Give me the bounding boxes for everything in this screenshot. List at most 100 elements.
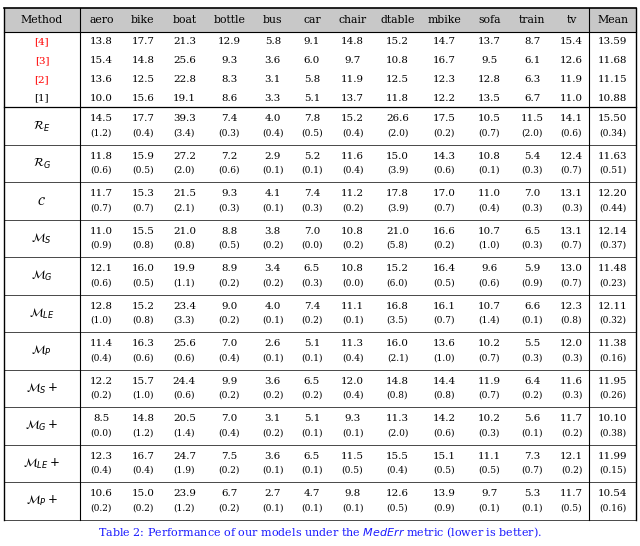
Text: 11.6: 11.6	[560, 377, 583, 385]
Text: 12.11: 12.11	[598, 302, 627, 311]
Text: 11.7: 11.7	[90, 189, 113, 198]
Text: tv: tv	[566, 15, 577, 25]
Text: 11.8: 11.8	[90, 152, 113, 161]
Text: 9.1: 9.1	[304, 37, 320, 46]
Text: $\mathcal{M}_P+$: $\mathcal{M}_P+$	[26, 494, 58, 508]
Text: train: train	[519, 15, 545, 25]
Text: (0.23): (0.23)	[599, 278, 626, 287]
Text: 11.95: 11.95	[598, 377, 627, 385]
Text: $\mathcal{M}_{LE}+$: $\mathcal{M}_{LE}+$	[24, 456, 60, 471]
Text: (0.9): (0.9)	[90, 241, 112, 250]
Text: (0.6): (0.6)	[90, 166, 112, 175]
Text: $\mathcal{M}_S$: $\mathcal{M}_S$	[31, 232, 52, 246]
Text: 13.8: 13.8	[90, 37, 113, 46]
Text: (2.0): (2.0)	[387, 128, 408, 138]
Text: 10.8: 10.8	[341, 264, 364, 273]
Text: $\mathcal{M}_G$: $\mathcal{M}_G$	[31, 269, 52, 283]
Text: (1.0): (1.0)	[90, 316, 112, 325]
Text: (0.2): (0.2)	[561, 429, 582, 437]
Text: 6.7: 6.7	[524, 93, 541, 103]
Text: $\mathcal{M}_P$: $\mathcal{M}_P$	[31, 344, 52, 358]
Text: 15.50: 15.50	[598, 114, 627, 123]
Text: 13.5: 13.5	[478, 93, 501, 103]
Text: (0.16): (0.16)	[599, 503, 626, 513]
Text: 8.6: 8.6	[221, 93, 237, 103]
Text: (0.2): (0.2)	[434, 128, 455, 138]
Text: (0.0): (0.0)	[90, 429, 112, 437]
Text: 10.2: 10.2	[478, 414, 501, 423]
Text: (0.1): (0.1)	[479, 503, 500, 513]
Text: 10.8: 10.8	[341, 227, 364, 236]
Text: (2.1): (2.1)	[387, 353, 408, 363]
Text: 5.5: 5.5	[524, 339, 541, 348]
Text: 11.15: 11.15	[598, 75, 627, 84]
Text: 14.4: 14.4	[433, 377, 456, 385]
Text: 9.7: 9.7	[481, 489, 497, 498]
Text: 3.1: 3.1	[265, 75, 281, 84]
Text: $\mathcal{M}_G+$: $\mathcal{M}_G+$	[25, 419, 59, 434]
Text: 11.9: 11.9	[560, 75, 583, 84]
Text: 23.4: 23.4	[173, 302, 196, 311]
Text: (0.5): (0.5)	[433, 466, 455, 475]
Text: 11.3: 11.3	[386, 414, 409, 423]
Text: (0.38): (0.38)	[599, 429, 626, 437]
Text: [4]: [4]	[35, 37, 49, 46]
Text: (0.1): (0.1)	[522, 503, 543, 513]
Text: 12.4: 12.4	[560, 152, 583, 161]
Text: 15.2: 15.2	[386, 264, 409, 273]
Text: (0.5): (0.5)	[218, 241, 240, 250]
Text: (0.1): (0.1)	[342, 503, 364, 513]
Text: $\mathcal{M}_{LE}$: $\mathcal{M}_{LE}$	[29, 307, 54, 321]
Text: car: car	[303, 15, 321, 25]
Text: 14.8: 14.8	[131, 56, 154, 65]
Text: (0.0): (0.0)	[342, 278, 364, 287]
Text: 13.1: 13.1	[560, 227, 583, 236]
Text: 9.5: 9.5	[481, 56, 497, 65]
Text: 12.5: 12.5	[131, 75, 154, 84]
Text: (0.1): (0.1)	[301, 353, 323, 363]
Text: 11.1: 11.1	[341, 302, 364, 311]
Text: (0.2): (0.2)	[262, 391, 284, 400]
Text: bottle: bottle	[213, 15, 245, 25]
Text: 12.14: 12.14	[598, 227, 627, 236]
Text: (0.3): (0.3)	[301, 278, 323, 287]
Text: 27.2: 27.2	[173, 152, 196, 161]
Text: (0.7): (0.7)	[132, 204, 154, 212]
Text: (0.4): (0.4)	[219, 353, 240, 363]
Text: 15.9: 15.9	[131, 152, 154, 161]
Text: 9.8: 9.8	[344, 489, 360, 498]
Text: (0.7): (0.7)	[434, 204, 455, 212]
Text: (0.1): (0.1)	[262, 204, 284, 212]
Text: 11.2: 11.2	[341, 189, 364, 198]
Text: 13.1: 13.1	[560, 189, 583, 198]
Text: 7.4: 7.4	[304, 302, 320, 311]
Text: 11.0: 11.0	[478, 189, 501, 198]
Text: 3.8: 3.8	[265, 227, 281, 236]
Text: (0.5): (0.5)	[561, 503, 582, 513]
Text: [2]: [2]	[35, 75, 49, 84]
Text: (0.5): (0.5)	[132, 166, 154, 175]
Text: 6.3: 6.3	[524, 75, 541, 84]
Text: 13.7: 13.7	[341, 93, 364, 103]
Text: (0.7): (0.7)	[90, 204, 112, 212]
Text: 15.4: 15.4	[560, 37, 583, 46]
Text: (0.5): (0.5)	[132, 278, 154, 287]
Text: 13.7: 13.7	[478, 37, 501, 46]
Text: (6.0): (6.0)	[387, 278, 408, 287]
Text: (0.4): (0.4)	[132, 466, 154, 475]
Text: aero: aero	[89, 15, 113, 25]
Text: 12.0: 12.0	[560, 339, 583, 348]
Text: 4.1: 4.1	[264, 189, 281, 198]
Text: 11.9: 11.9	[478, 377, 501, 385]
Text: 16.7: 16.7	[131, 452, 154, 461]
Text: 10.2: 10.2	[478, 339, 501, 348]
Text: 12.20: 12.20	[598, 189, 627, 198]
Text: 16.6: 16.6	[433, 227, 456, 236]
Text: 6.6: 6.6	[524, 302, 541, 311]
Text: 26.6: 26.6	[386, 114, 409, 123]
Text: 15.7: 15.7	[131, 377, 154, 385]
Text: 6.5: 6.5	[304, 264, 320, 273]
Text: (0.3): (0.3)	[219, 128, 240, 138]
Text: 12.8: 12.8	[90, 302, 113, 311]
Text: (0.8): (0.8)	[434, 391, 455, 400]
